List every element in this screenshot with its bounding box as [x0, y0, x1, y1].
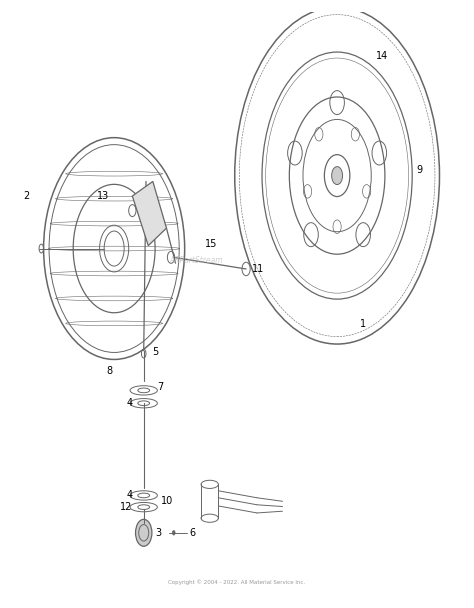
Text: 5: 5: [152, 347, 158, 357]
Text: 9: 9: [417, 165, 423, 174]
Text: 2: 2: [24, 191, 30, 201]
Text: Copyright © 2004 - 2022. All Material Service Inc.: Copyright © 2004 - 2022. All Material Se…: [168, 579, 306, 586]
Text: 14: 14: [376, 51, 388, 61]
Text: 11: 11: [252, 264, 264, 274]
Ellipse shape: [332, 167, 343, 185]
Text: 6: 6: [189, 528, 195, 538]
Polygon shape: [132, 181, 166, 246]
Text: 3: 3: [155, 528, 161, 538]
Text: 4: 4: [126, 491, 132, 500]
Ellipse shape: [136, 519, 152, 546]
Text: 12: 12: [120, 502, 132, 512]
Ellipse shape: [173, 531, 175, 535]
Text: 10: 10: [161, 496, 173, 506]
Text: 4: 4: [126, 398, 132, 408]
Text: 8: 8: [107, 366, 113, 376]
Text: 13: 13: [97, 191, 109, 201]
Text: 15: 15: [205, 240, 218, 249]
Text: 7: 7: [157, 382, 164, 392]
Text: 1: 1: [360, 319, 366, 330]
Text: ARPartStream: ARPartStream: [169, 256, 223, 264]
